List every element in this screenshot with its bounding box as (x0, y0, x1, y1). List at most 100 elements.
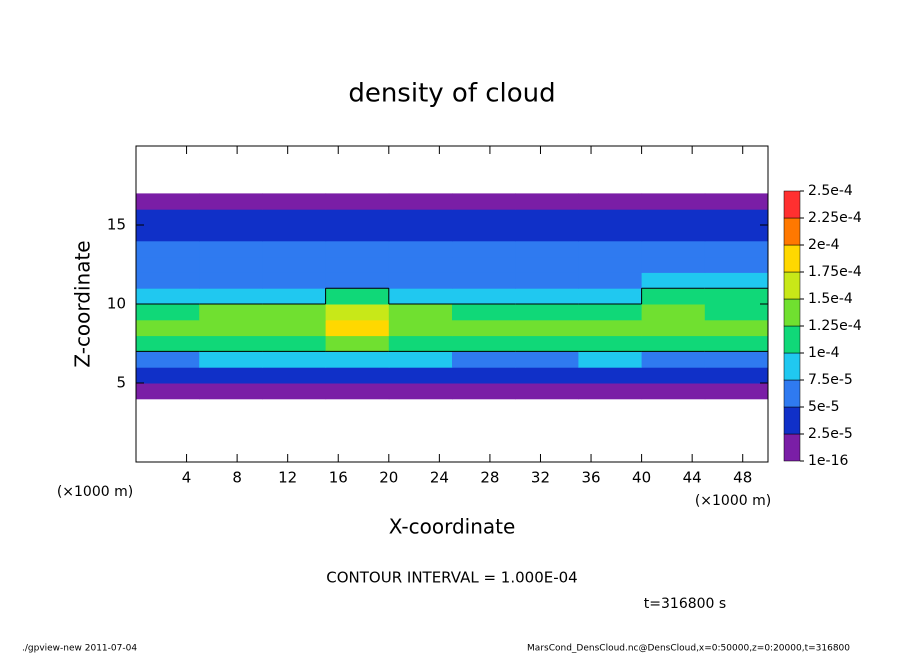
heat-cell (325, 240, 390, 258)
heat-cell (199, 193, 263, 210)
heat-cell (199, 383, 263, 400)
x-tick-label: 44 (683, 469, 702, 487)
footer: ./gpview-new 2011-07-04 (22, 644, 137, 654)
heat-cell (388, 193, 453, 210)
heat-cell (325, 351, 390, 368)
heat-cell (641, 319, 706, 337)
colorbar-box (783, 379, 801, 408)
heat-cell (388, 288, 453, 305)
heat-cell (452, 225, 516, 242)
heat-cell (136, 335, 200, 352)
heat-cell (136, 256, 200, 273)
x-unit: (×1000 m) (695, 493, 771, 509)
heat-cell (262, 351, 327, 368)
heat-cell (136, 209, 200, 226)
heat-cell (515, 209, 579, 226)
colorbar-label: 1.75e-4 (808, 264, 862, 280)
heat-cell (641, 272, 706, 289)
heat-cell (452, 367, 516, 384)
heat-cell (136, 272, 200, 289)
heat-cell (515, 240, 579, 258)
x-tick-label: 32 (531, 469, 550, 487)
heat-cell (515, 304, 579, 321)
heat-cell (704, 193, 769, 210)
heat-cell (641, 240, 706, 258)
heat-cell (388, 304, 453, 321)
x-tick-label: 20 (379, 469, 398, 487)
x-tick-label: 24 (430, 469, 449, 487)
x-unit: (×1000 m) (57, 484, 133, 500)
heat-cell (388, 209, 453, 226)
heat-cell (136, 288, 200, 305)
heat-cell (452, 240, 516, 258)
heat-cell (262, 335, 327, 352)
x-tick-label: 12 (278, 469, 297, 487)
heat-cell (199, 272, 263, 289)
heat-cell (452, 304, 516, 321)
heat-cell (641, 351, 706, 368)
colorbar-label: 1e-16 (808, 453, 848, 469)
time-label: t=316800 s (644, 596, 726, 612)
heat-cell (199, 319, 263, 337)
heat-cell (325, 209, 390, 226)
colorbar-box (783, 271, 801, 300)
colorbar-label: 1.5e-4 (808, 291, 853, 307)
x-axis-label: X-coordinate (389, 515, 516, 539)
x-tick-label: 48 (733, 469, 752, 487)
heat-cell (262, 319, 327, 337)
heat-cell (578, 209, 643, 226)
heat-cell (136, 304, 200, 321)
heat-cell (262, 288, 327, 305)
y-tick-label: 5 (116, 374, 126, 392)
heat-cell (515, 272, 579, 289)
heat-cell (578, 193, 643, 210)
heat-cell (641, 193, 706, 210)
heat-cell (262, 272, 327, 289)
x-tick-label: 8 (232, 469, 242, 487)
heat-cell (704, 256, 769, 273)
heat-cell (452, 288, 516, 305)
heat-cell (388, 256, 453, 273)
x-tick-label: 16 (329, 469, 348, 487)
heat-cell (578, 304, 643, 321)
colorbar-label: 1.25e-4 (808, 318, 862, 334)
heat-cell (641, 367, 706, 384)
heat-cell (578, 272, 643, 289)
heat-cell (199, 209, 263, 226)
heat-cell (262, 193, 327, 210)
heat-cell (704, 319, 769, 337)
y-tick-label: 10 (107, 295, 126, 313)
heat-cell (388, 272, 453, 289)
heat-cell (199, 304, 263, 321)
heat-cell (641, 288, 706, 305)
heat-cell (199, 240, 263, 258)
heat-cell (515, 335, 579, 352)
colorbar-label: 7.5e-5 (808, 372, 853, 388)
heat-cell (325, 319, 390, 337)
heat-cell (704, 383, 769, 400)
heat-cell (388, 367, 453, 384)
heat-cell (136, 240, 200, 258)
heat-cell (199, 256, 263, 273)
colorbar-box (783, 244, 801, 273)
heat-cell (136, 383, 200, 400)
heat-cell (262, 209, 327, 226)
colorbar-label: 2.5e-4 (808, 183, 853, 199)
colorbar-box (783, 217, 801, 246)
heat-cell (136, 351, 200, 368)
heat-cell (325, 335, 390, 352)
heat-cell (452, 319, 516, 337)
heat-cell (388, 319, 453, 337)
heat-cell (641, 209, 706, 226)
heat-cell (515, 319, 579, 337)
x-tick-label: 4 (182, 469, 192, 487)
heat-cell (325, 225, 390, 242)
heat-cell (578, 367, 643, 384)
heat-cell (515, 351, 579, 368)
x-tick-label: 28 (480, 469, 499, 487)
heat-cell (704, 335, 769, 352)
heat-cell (199, 351, 263, 368)
colorbar-box (783, 298, 801, 327)
heat-cell (199, 225, 263, 242)
heat-cell (262, 256, 327, 273)
